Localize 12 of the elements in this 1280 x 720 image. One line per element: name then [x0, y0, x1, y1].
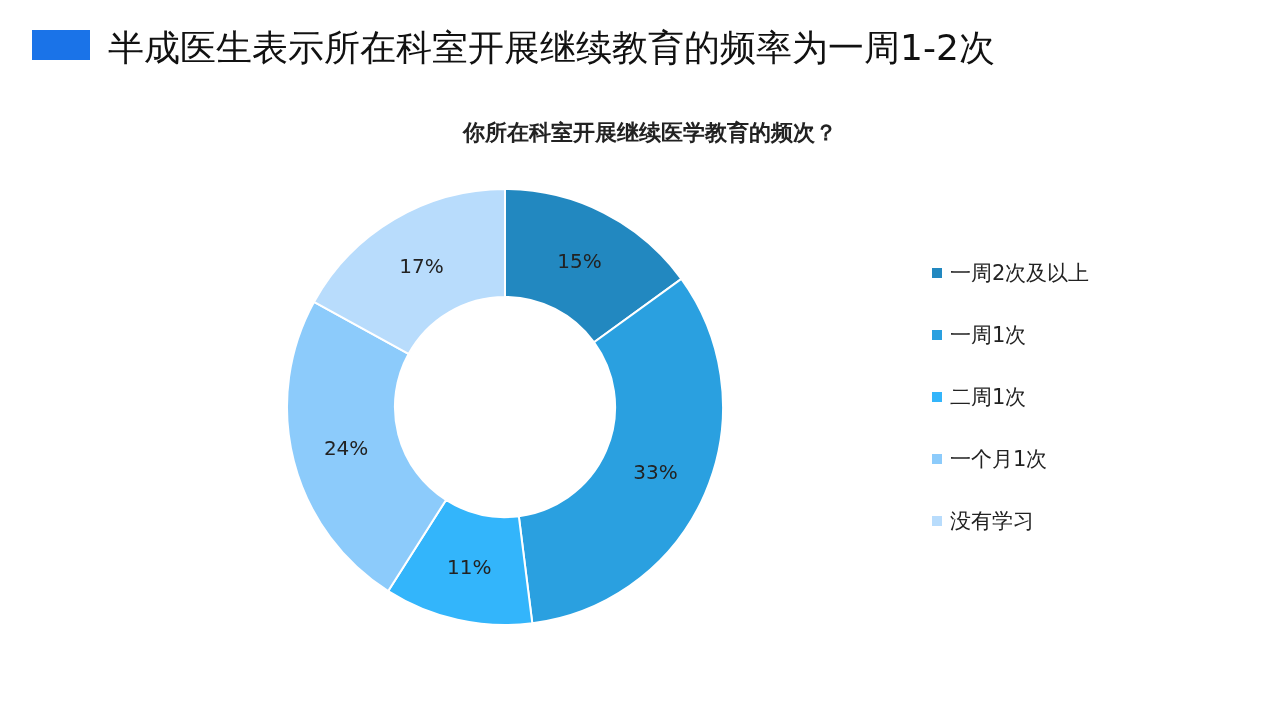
legend-label: 一周2次及以上	[950, 261, 1090, 286]
legend-label: 一周1次	[950, 323, 1027, 348]
chart-title: 半成医生表示所在科室开展继续教育的频率为一周1-2次	[108, 27, 995, 68]
data-label: 33%	[633, 460, 678, 485]
legend-label: 二周1次	[950, 385, 1027, 410]
data-label: 17%	[399, 253, 444, 278]
chart-subtitle: 你所在科室开展继续医学教育的频次？	[462, 120, 837, 145]
data-label: 15%	[557, 248, 602, 273]
data-label: 24%	[323, 435, 369, 460]
data-label: 11%	[446, 555, 492, 580]
legend-label: 没有学习	[950, 509, 1034, 534]
legend-label: 一个月1次	[950, 447, 1048, 472]
